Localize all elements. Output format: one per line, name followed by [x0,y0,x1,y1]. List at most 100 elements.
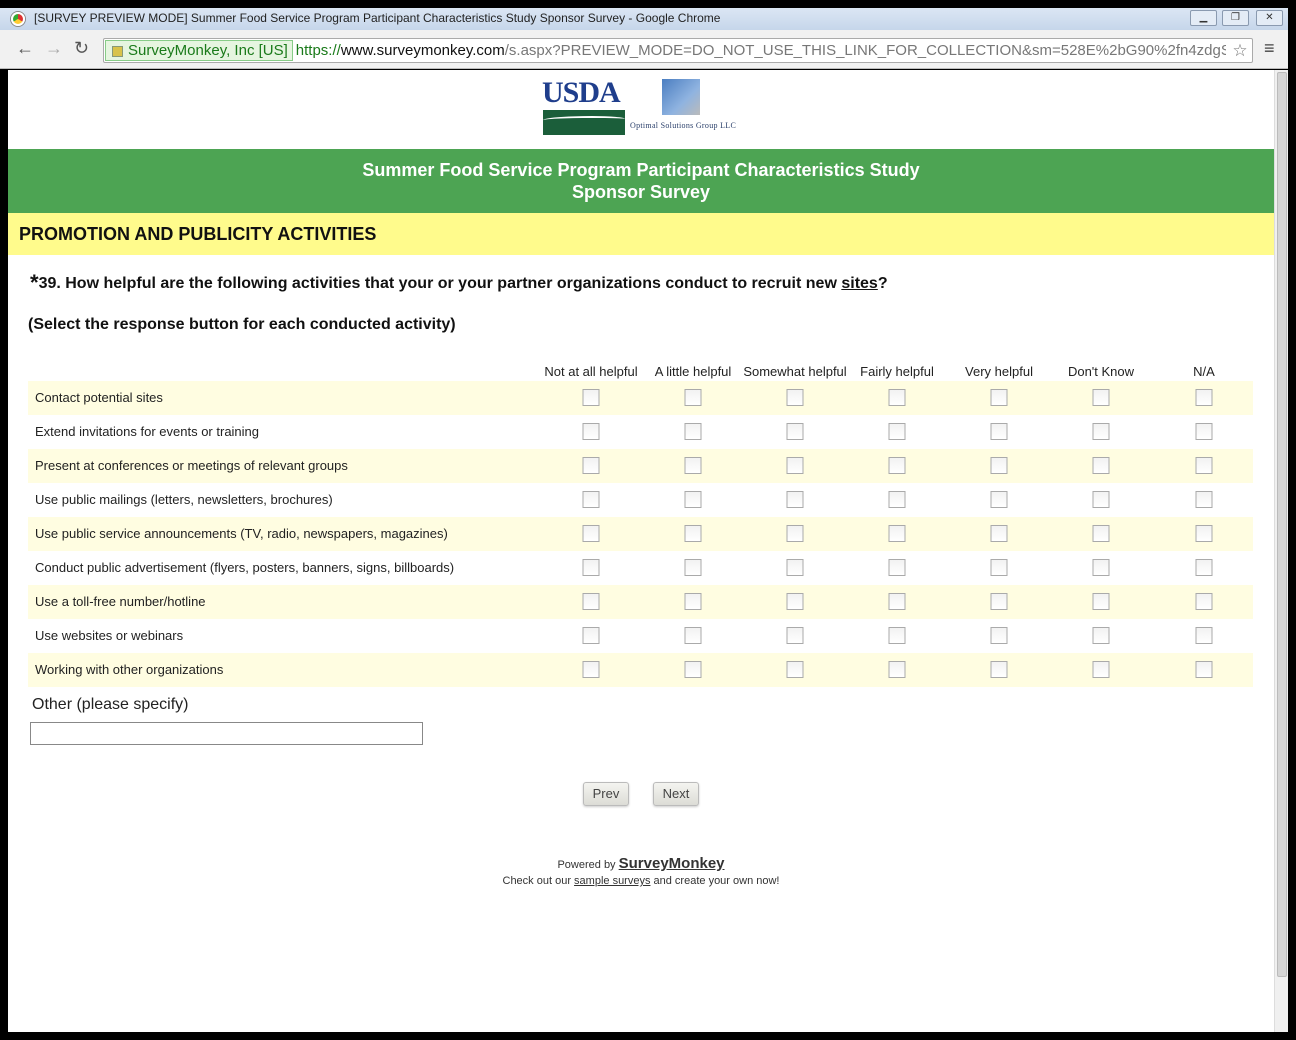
response-checkbox[interactable] [582,491,600,508]
response-checkbox[interactable] [888,389,906,406]
prev-button[interactable]: Prev [583,782,629,806]
close-button[interactable]: ✕ [1256,10,1283,26]
response-checkbox[interactable] [1195,661,1213,678]
footer-text-end: and create your own now! [650,875,780,887]
response-checkbox[interactable] [990,457,1008,474]
sample-surveys-link[interactable]: sample surveys [574,875,651,887]
response-checkbox[interactable] [888,457,906,474]
usda-logo: USDA [542,78,625,135]
response-checkbox[interactable] [786,491,804,508]
response-checkbox[interactable] [990,491,1008,508]
vertical-scrollbar[interactable] [1274,70,1288,1032]
response-checkbox[interactable] [1092,627,1110,644]
response-checkbox[interactable] [990,593,1008,610]
response-checkbox[interactable] [684,559,702,576]
required-asterisk: * [30,270,39,295]
address-bar[interactable]: SurveyMonkey, Inc [US] https://www.survey… [103,38,1253,63]
other-specify-input[interactable] [30,722,423,745]
response-checkbox[interactable] [582,423,600,440]
response-checkbox[interactable] [786,423,804,440]
response-checkbox[interactable] [1195,423,1213,440]
minimize-button[interactable]: ▁ [1190,10,1217,26]
response-checkbox[interactable] [582,457,600,474]
response-checkbox[interactable] [582,593,600,610]
response-checkbox[interactable] [786,661,804,678]
response-checkbox[interactable] [684,627,702,644]
matrix-row: Use a toll-free number/hotline [28,585,1253,619]
column-header: Somewhat helpful [743,364,847,379]
response-checkbox[interactable] [1195,627,1213,644]
response-checkbox[interactable] [1092,525,1110,542]
column-header: Very helpful [965,364,1033,379]
column-header: Fairly helpful [860,364,934,379]
surveymonkey-link[interactable]: SurveyMonkey [618,855,725,872]
response-checkbox[interactable] [888,661,906,678]
response-checkbox[interactable] [582,389,600,406]
response-checkbox[interactable] [990,661,1008,678]
forward-icon[interactable]: → [45,38,63,58]
response-checkbox[interactable] [1092,389,1110,406]
next-button[interactable]: Next [653,782,699,806]
matrix-row: Contact potential sites [28,381,1253,415]
response-checkbox[interactable] [888,627,906,644]
response-checkbox[interactable] [990,627,1008,644]
response-checkbox[interactable] [684,389,702,406]
response-checkbox[interactable] [888,423,906,440]
response-checkbox[interactable] [786,457,804,474]
ev-certificate-badge[interactable]: SurveyMonkey, Inc [US] [105,40,293,61]
back-icon[interactable]: ← [16,38,34,58]
scrollbar-thumb[interactable] [1277,72,1287,977]
window-title: [SURVEY PREVIEW MODE] Summer Food Servic… [34,11,721,25]
response-checkbox[interactable] [786,389,804,406]
response-checkbox[interactable] [990,389,1008,406]
column-header: A little helpful [654,364,732,379]
question-keyword: sites [841,275,878,292]
response-checkbox[interactable] [684,525,702,542]
row-label: Present at conferences or meetings of re… [35,458,348,473]
response-checkbox[interactable] [888,559,906,576]
response-checkbox[interactable] [684,661,702,678]
restore-button[interactable]: ❐ [1222,10,1249,26]
response-checkbox[interactable] [1092,491,1110,508]
response-checkbox[interactable] [684,491,702,508]
response-checkbox[interactable] [786,525,804,542]
response-checkbox[interactable] [990,559,1008,576]
response-checkbox[interactable] [1195,491,1213,508]
response-checkbox[interactable] [888,525,906,542]
response-checkbox[interactable] [582,525,600,542]
response-checkbox[interactable] [990,423,1008,440]
row-label: Use public mailings (letters, newsletter… [35,492,333,507]
response-checkbox[interactable] [1195,525,1213,542]
response-checkbox[interactable] [786,593,804,610]
row-label: Conduct public advertisement (flyers, po… [35,560,455,575]
response-checkbox[interactable] [990,525,1008,542]
response-checkbox[interactable] [786,627,804,644]
response-checkbox[interactable] [1195,389,1213,406]
response-checkbox[interactable] [684,593,702,610]
footer-text: Check out our [502,875,575,887]
response-checkbox[interactable] [786,559,804,576]
response-checkbox[interactable] [1092,661,1110,678]
response-checkbox[interactable] [888,491,906,508]
response-checkbox[interactable] [1195,457,1213,474]
response-checkbox[interactable] [1092,559,1110,576]
reload-icon[interactable]: ↻ [74,38,90,58]
response-checkbox[interactable] [582,627,600,644]
response-checkbox[interactable] [1092,423,1110,440]
bookmark-star-icon[interactable]: ☆ [1230,39,1250,62]
url-text[interactable]: SurveyMonkey, Inc [US] https://www.survey… [104,39,1226,62]
menu-icon[interactable]: ≡ [1264,38,1275,58]
matrix-row: Conduct public advertisement (flyers, po… [28,551,1253,585]
response-checkbox[interactable] [684,457,702,474]
url-host: www.surveymonkey.com [340,42,505,59]
survey-title-banner: Summer Food Service Program Participant … [8,149,1274,213]
response-checkbox[interactable] [684,423,702,440]
response-checkbox[interactable] [1195,593,1213,610]
response-checkbox[interactable] [582,661,600,678]
response-checkbox[interactable] [1092,593,1110,610]
response-checkbox[interactable] [582,559,600,576]
response-checkbox[interactable] [1195,559,1213,576]
response-checkbox[interactable] [888,593,906,610]
response-checkbox[interactable] [1092,457,1110,474]
row-label: Working with other organizations [35,662,224,677]
